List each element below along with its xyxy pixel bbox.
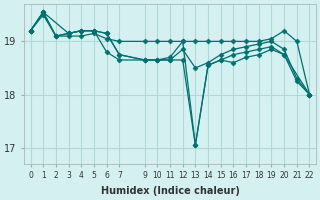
X-axis label: Humidex (Indice chaleur): Humidex (Indice chaleur) (100, 186, 239, 196)
